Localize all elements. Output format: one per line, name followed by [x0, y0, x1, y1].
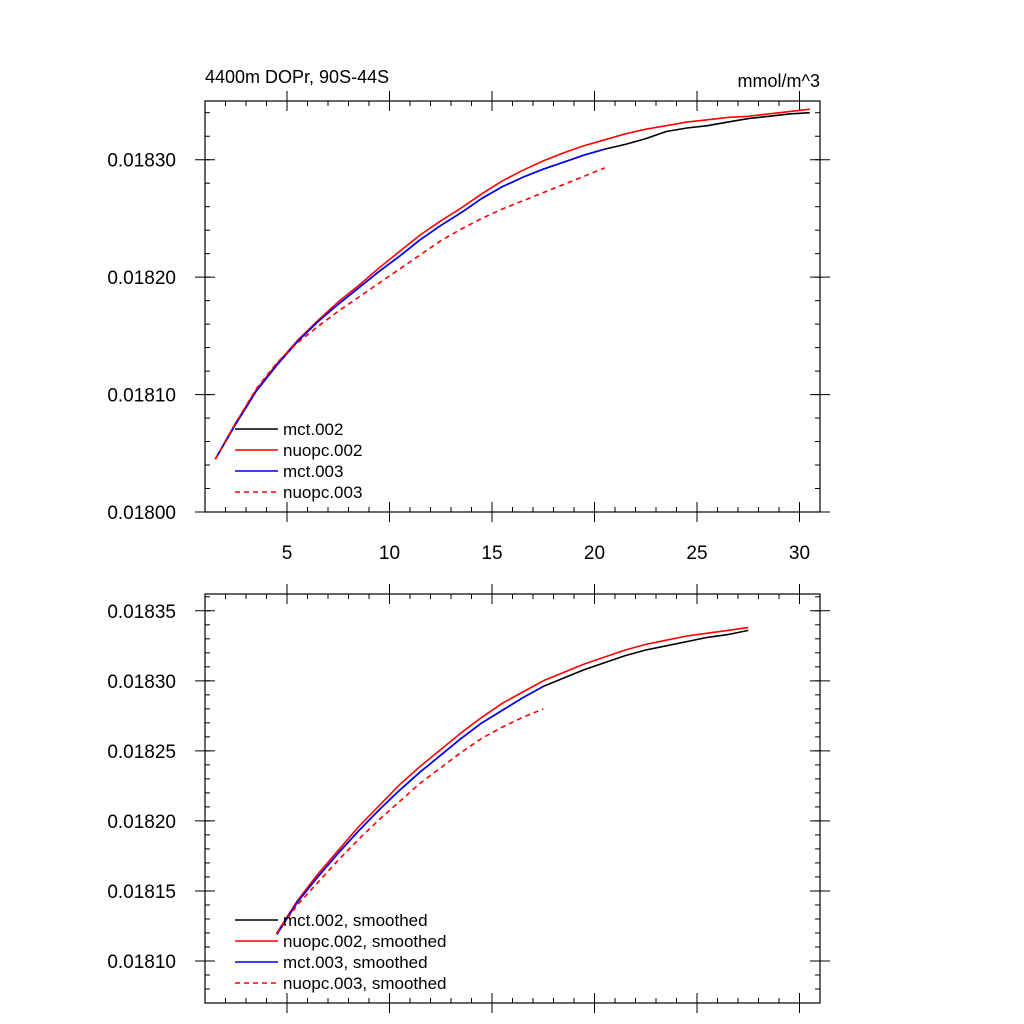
y-tick-label: 0.01820: [107, 812, 176, 833]
y-tick-label: 0.01820: [107, 268, 176, 289]
series-line-4: [214, 167, 606, 460]
x-tick-label: 5: [282, 543, 293, 564]
y-tick-label: 0.01835: [107, 602, 176, 623]
series-line-2: [214, 108, 810, 460]
y-tick-label: 0.01825: [107, 742, 176, 763]
bottom-chart-panel: 0.01810 0.01815 0.01820 0.01825 0.01830 0.018…: [107, 584, 830, 1013]
top-chart-panel: 4400m DOPr, 90S-44S mmol/m^3 5 10 15 20 25 30…: [107, 67, 830, 564]
top-axis-ticks: 5 10 15 20 25 30 0.01800 0.01810 0.01820 0.01830: [107, 91, 830, 564]
chart-title: 4400m DOPr, 90S-44S: [205, 67, 389, 87]
legend-label: nuopc.002: [283, 441, 362, 460]
bottom-legend: mct.002, smoothed nuopc.002, smoothed mct.…: [235, 911, 447, 993]
y-tick-label: 0.01800: [107, 503, 176, 524]
y-tick-label: 0.01810: [107, 386, 176, 407]
legend-label: mct.003, smoothed: [283, 953, 428, 972]
top-legend: mct.002 nuopc.002 mct.003 nuopc.003: [235, 420, 362, 502]
legend-label: nuopc.002, smoothed: [283, 932, 447, 951]
legend-label: mct.002: [283, 420, 343, 439]
top-series-group: [214, 108, 810, 460]
bottom-axis-ticks: 0.01810 0.01815 0.01820 0.01825 0.01830 0.018…: [107, 584, 830, 1013]
series-line-3: [276, 685, 544, 935]
series-line-2: [276, 626, 749, 934]
legend-label: nuopc.003, smoothed: [283, 974, 447, 993]
legend-label: mct.003: [283, 462, 343, 481]
bottom-plot-frame: [204, 593, 821, 1004]
units-label: mmol/m^3: [738, 71, 820, 91]
bottom-series-group: [276, 626, 749, 935]
y-tick-label: 0.01815: [107, 882, 176, 903]
x-tick-label: 10: [379, 543, 400, 564]
x-tick-label: 30: [789, 543, 810, 564]
legend-label: nuopc.003: [283, 483, 362, 502]
x-tick-label: 20: [584, 543, 605, 564]
x-tick-label: 15: [481, 543, 502, 564]
x-tick-label: 25: [686, 543, 707, 564]
y-tick-label: 0.01830: [107, 151, 176, 172]
legend-label: mct.002, smoothed: [283, 911, 428, 930]
y-tick-label: 0.01810: [107, 952, 176, 973]
top-plot-frame: [204, 100, 821, 513]
y-tick-label: 0.01830: [107, 672, 176, 693]
series-line-3: [214, 148, 606, 460]
